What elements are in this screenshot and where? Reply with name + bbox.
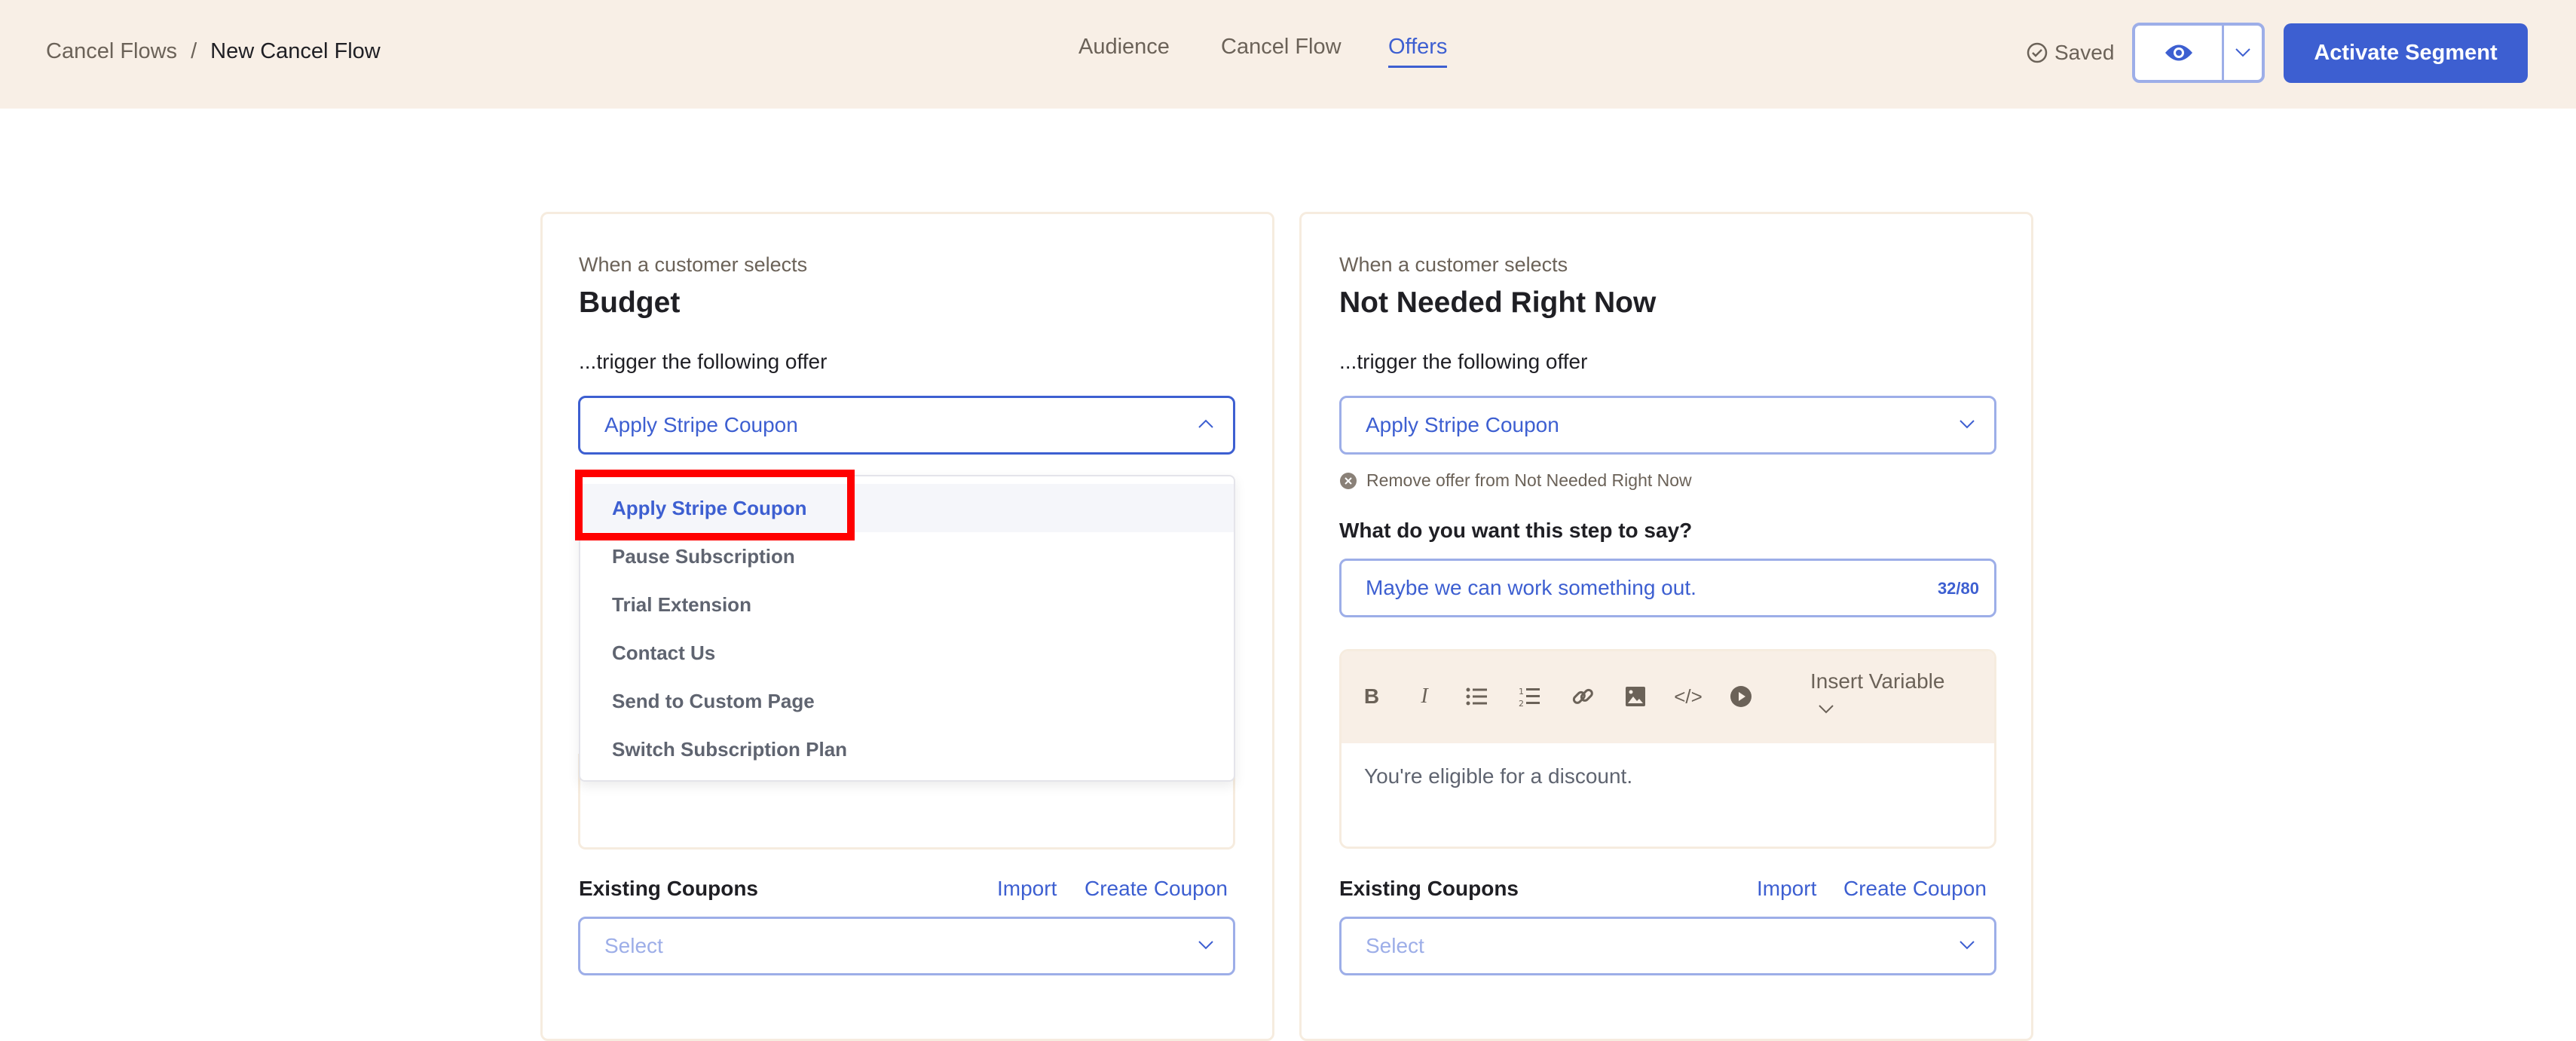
insert-variable-label: Insert Variable <box>1810 669 1945 693</box>
insert-variable-dropdown[interactable]: Insert Variable <box>1810 669 1944 720</box>
chevron-down-icon <box>1960 420 1975 429</box>
saved-label: Saved <box>2054 41 2115 64</box>
menu-item-switch-subscription-plan[interactable]: Switch Subscription Plan <box>612 737 848 761</box>
breadcrumb: Cancel Flows / New Cancel Flow <box>46 39 381 64</box>
step-text-value: Maybe we can work something out. <box>1366 576 1696 599</box>
tab-audience[interactable]: Audience <box>1078 35 1170 59</box>
editor-body[interactable]: You're eligible for a discount. <box>1364 764 1633 788</box>
chevron-down-icon <box>2235 48 2250 57</box>
breadcrumb-current: New Cancel Flow <box>210 39 381 63</box>
offer-card-not-needed <box>1299 212 2033 1041</box>
code-icon[interactable]: </> <box>1674 684 1703 708</box>
italic-icon[interactable]: I <box>1421 684 1428 708</box>
card-pre-label: When a customer selects <box>1339 253 1568 276</box>
chevron-down-icon <box>1198 941 1213 950</box>
menu-item-trial-extension[interactable]: Trial Extension <box>612 592 751 616</box>
existing-coupons-select[interactable]: Select <box>1339 917 1996 975</box>
step-text-label: What do you want this step to say? <box>1339 519 1693 542</box>
editor-behind-menu <box>578 754 1235 850</box>
image-icon[interactable] <box>1622 681 1649 712</box>
card-title: Not Needed Right Now <box>1339 286 1657 319</box>
tab-offers[interactable]: Offers <box>1388 35 1448 68</box>
link-icon[interactable] <box>1569 681 1596 712</box>
import-link[interactable]: Import <box>997 877 1057 900</box>
preview-dropdown-button[interactable] <box>2224 26 2262 80</box>
saved-status: Saved <box>2026 41 2114 65</box>
menu-item-contact-us[interactable]: Contact Us <box>612 641 716 664</box>
breadcrumb-cancel-flows[interactable]: Cancel Flows <box>46 39 178 63</box>
chevron-up-icon <box>1198 419 1213 428</box>
existing-coupons-select[interactable]: Select <box>578 917 1235 975</box>
menu-item-apply-stripe-coupon[interactable]: Apply Stripe Coupon <box>580 484 1234 532</box>
existing-coupons-label: Existing Coupons <box>1339 877 1519 900</box>
svg-text:2: 2 <box>1519 699 1524 707</box>
eye-icon <box>2165 44 2192 61</box>
svg-text:1: 1 <box>1519 687 1524 697</box>
existing-coupons-label: Existing Coupons <box>579 877 758 900</box>
remove-offer-label: Remove offer from Not Needed Right Now <box>1366 470 1692 490</box>
step-text-input[interactable]: Maybe we can work something out. 32/80 <box>1339 559 1996 617</box>
create-coupon-link[interactable]: Create Coupon <box>1085 877 1228 900</box>
import-link[interactable]: Import <box>1757 877 1817 900</box>
preview-button-group <box>2132 23 2265 83</box>
embed-video-icon[interactable] <box>1727 681 1755 712</box>
offer-select-value: Apply Stripe Coupon <box>1366 413 1559 436</box>
top-header: Cancel Flows / New Cancel Flow Audience Ca… <box>0 0 2576 109</box>
create-coupon-link[interactable]: Create Coupon <box>1843 877 1987 900</box>
offer-select[interactable]: Apply Stripe Coupon <box>578 396 1235 455</box>
trigger-label: ...trigger the following offer <box>1339 350 1588 373</box>
tab-cancel-flow[interactable]: Cancel Flow <box>1221 35 1342 59</box>
chevron-down-icon <box>1960 941 1975 950</box>
coupon-select-placeholder: Select <box>604 934 663 957</box>
bold-icon[interactable]: B <box>1363 684 1380 708</box>
highlight-box <box>575 470 855 540</box>
remove-offer-link[interactable]: Remove offer from Not Needed Right Now <box>1339 470 1692 491</box>
card-title: Budget <box>579 286 681 319</box>
chevron-down-icon <box>1819 705 1834 714</box>
card-pre-label: When a customer selects <box>579 253 808 276</box>
offer-dropdown-menu: Apply Stripe Coupon Pause Subscription T… <box>579 475 1235 782</box>
coupon-select-placeholder: Select <box>1366 934 1424 957</box>
char-counter: 32/80 <box>1937 579 1979 598</box>
preview-button[interactable] <box>2135 26 2224 80</box>
menu-item-send-to-custom-page[interactable]: Send to Custom Page <box>612 689 815 712</box>
offer-select-value: Apply Stripe Coupon <box>604 413 798 436</box>
check-circle-icon <box>2027 42 2048 63</box>
breadcrumb-separator: / <box>191 39 197 63</box>
close-circle-icon <box>1340 472 1357 489</box>
offer-select[interactable]: Apply Stripe Coupon <box>1339 396 1996 455</box>
trigger-label: ...trigger the following offer <box>579 350 828 373</box>
menu-item-pause-subscription[interactable]: Pause Subscription <box>612 544 795 568</box>
activate-segment-button[interactable]: Activate Segment <box>2284 23 2528 83</box>
bullet-list-icon[interactable] <box>1464 681 1491 712</box>
